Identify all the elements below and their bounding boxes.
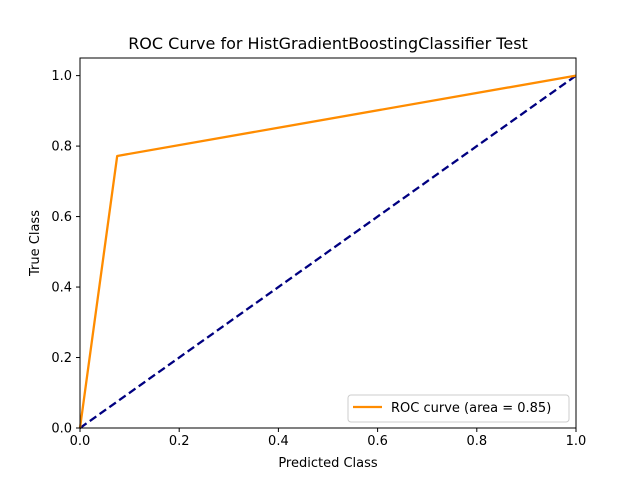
legend-box bbox=[347, 394, 570, 423]
legend-label-roc: ROC curve (area = 0.85) bbox=[391, 401, 551, 416]
y-tick-label: 0.6 bbox=[51, 210, 72, 225]
diagonal-reference-line bbox=[79, 74, 577, 429]
y-tick-label: 0.4 bbox=[51, 281, 72, 296]
x-tick-label: 0.8 bbox=[466, 434, 487, 449]
y-tick-label: 1.0 bbox=[51, 69, 72, 84]
y-tick-label: 0.2 bbox=[51, 351, 72, 366]
x-tick-label: 0.6 bbox=[367, 434, 388, 449]
roc-curve-line bbox=[78, 74, 577, 429]
legend: ROC curve (area = 0.85) bbox=[347, 394, 570, 423]
y-tick-label: 0.0 bbox=[51, 422, 72, 437]
x-axis-label: Predicted Class bbox=[278, 456, 378, 471]
y-axis-label: True Class bbox=[28, 210, 43, 277]
series-layer bbox=[78, 74, 577, 429]
x-tick-label: 0.0 bbox=[70, 434, 91, 449]
x-tick-label: 0.4 bbox=[268, 434, 289, 449]
x-tick-label: 0.2 bbox=[169, 434, 190, 449]
x-tick-label: 1.0 bbox=[566, 434, 587, 449]
chart-title: ROC Curve for HistGradientBoostingClassi… bbox=[128, 34, 528, 53]
axes-frame bbox=[79, 57, 577, 429]
y-tick-label: 0.8 bbox=[51, 140, 72, 155]
ticks-layer: 0.0 0.2 0.4 0.6 0.8 1.0 0.0 0.2 0.4 0.6 0.8 1.0 bbox=[51, 69, 586, 449]
